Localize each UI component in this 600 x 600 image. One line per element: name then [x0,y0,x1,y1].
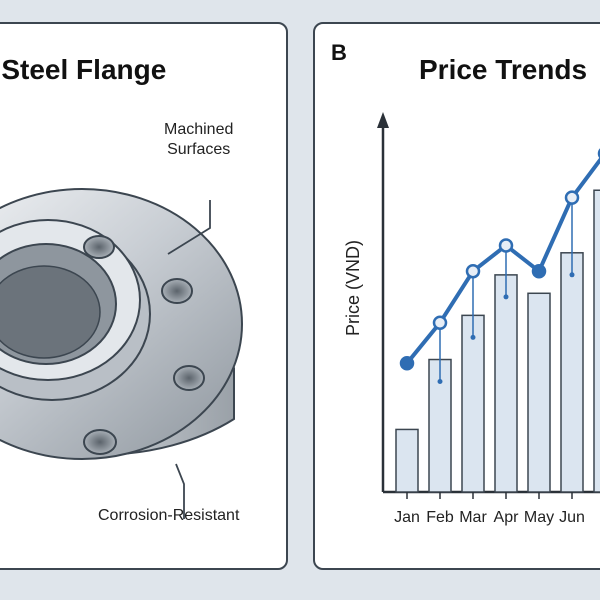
bar-may [528,293,550,492]
flange-panel: s Steel Flange Machined Surfaces Corrosi… [0,22,288,570]
bolt-hole [84,430,116,454]
connector-dot [570,272,575,277]
x-tick-label-mar: Mar [459,509,487,526]
bar-apr [495,275,517,492]
price-chart: Price (VND)JanFebMarAprMayJunJ [315,24,600,570]
y-axis-label: Price (VND) [343,240,363,336]
trend-point-jan [401,357,413,369]
bar-mar [462,315,484,492]
flange-panel-title: s Steel Flange [0,54,166,86]
trend-point-mar [467,265,479,277]
price-trends-panel: B Price Trends Price (VND) Jan Feb Mar Apr Ma… [313,22,600,570]
machined-label-line2: Surfaces [164,140,233,160]
x-tick-label-jun: Jun [559,509,585,526]
bar-jan [396,429,418,492]
machined-surfaces-label: Machined Surfaces [164,120,233,160]
machined-label-line1: Machined [164,120,233,140]
bolt-hole [162,279,192,303]
connector-dot [471,335,476,340]
bolt-hole [174,366,204,390]
bar-jun [561,253,583,492]
bolt-hole [84,236,114,258]
x-tick-label-jan: Jan [394,509,420,526]
corrosion-resistant-label: Corrosion-Resistant [98,506,239,526]
trend-point-apr [500,239,512,251]
x-tick-label-apr: Apr [494,509,520,526]
bar-j [594,190,600,492]
connector-dot [438,379,443,384]
trend-point-feb [434,317,446,329]
flange-illustration [0,24,288,570]
trend-point-may [533,265,545,277]
connector-dot [504,294,509,299]
trend-point-jun [566,192,578,204]
x-tick-label-feb: Feb [426,509,454,526]
y-axis-arrow [377,112,389,128]
x-tick-label-may: May [524,509,554,526]
